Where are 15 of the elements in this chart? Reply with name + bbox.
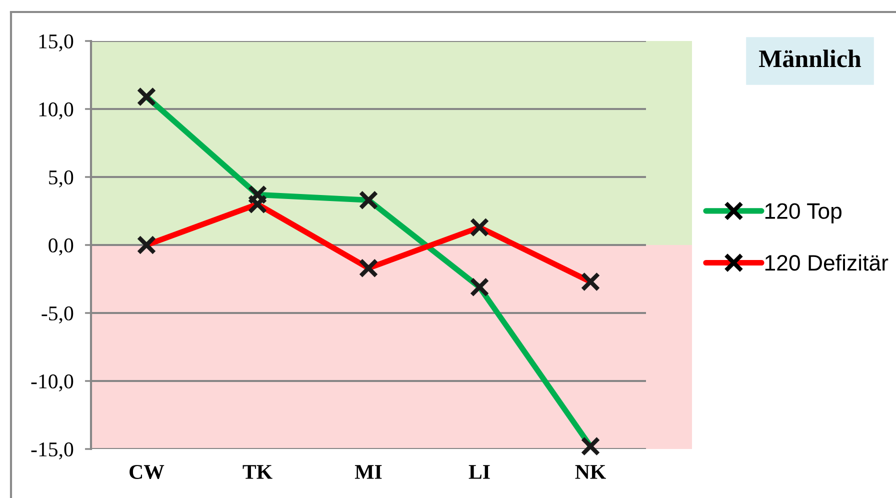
y-tick-label: 15,0	[39, 34, 74, 52]
y-tick-label: 5,0	[49, 170, 74, 188]
y-tick-label: -15,0	[31, 442, 74, 460]
x-tick-label: TK	[242, 465, 272, 479]
x-tick-label: MI	[354, 465, 382, 479]
y-tick-label: 10,0	[39, 102, 74, 120]
y-tick-label: -10,0	[31, 374, 74, 392]
x-tick-label: NK	[575, 465, 606, 479]
x-tick-label: CW	[130, 464, 164, 480]
legend-label: 120 Top	[765, 203, 842, 224]
y-tick-label: -5,0	[42, 306, 74, 324]
text: Männlich	[759, 50, 862, 68]
legend-label: 120 Defizitär	[765, 254, 888, 271]
y-tick-label: 0,0	[48, 238, 74, 256]
x-tick-label: LI	[468, 465, 490, 479]
